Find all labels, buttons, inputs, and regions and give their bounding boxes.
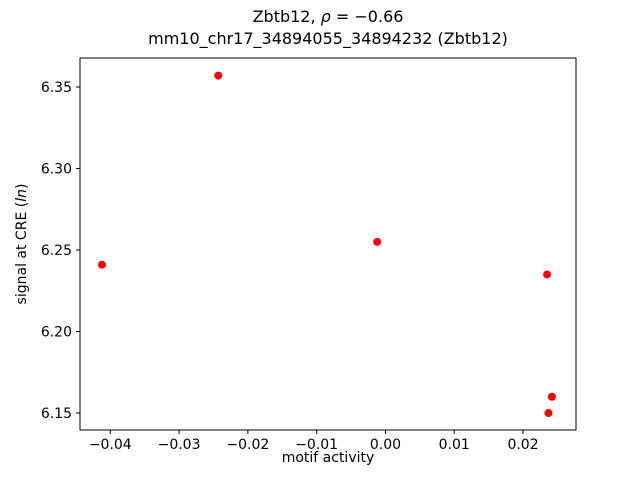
data-point [98,260,107,269]
y-tick-label: 6.20 [41,325,72,341]
x-tick-label: −0.03 [158,437,201,453]
y-tick-label: 6.30 [41,162,72,178]
y-tick-label: 6.25 [41,243,72,259]
data-point [214,71,223,80]
x-axis-label: motif activity [281,450,375,466]
data-point [547,392,556,401]
chart-title: Zbtb12, ρ = −0.66 mm10_chr17_34894055_34… [80,6,576,50]
y-axis-label: signal at CRE (ln) [14,184,30,305]
title-rho-symbol: ρ [320,7,331,26]
y-axis-label-close: ) [14,183,30,190]
chart-title-line1: Zbtb12, ρ = −0.66 [80,6,576,28]
title-text: Zbtb12, [252,7,321,26]
axes-frame [79,57,577,431]
y-tick-label: 6.35 [41,80,72,96]
y-tick-label: 6.15 [41,406,72,422]
x-tick-label: −0.02 [226,437,269,453]
data-point [544,409,553,418]
x-tick-label: 0.00 [370,437,401,453]
x-tick-label: 0.02 [507,437,538,453]
y-axis-label-ln: ln [14,189,30,202]
data-point [373,237,382,246]
x-tick-label: −0.01 [295,437,338,453]
title-correlation-value: = −0.66 [330,7,404,26]
x-tick-label: −0.04 [89,437,132,453]
chart-title-line2: mm10_chr17_34894055_34894232 (Zbtb12) [148,29,508,48]
data-point [543,270,552,279]
y-axis-label-text: signal at CRE ( [14,201,30,305]
x-tick-label: 0.01 [439,437,470,453]
